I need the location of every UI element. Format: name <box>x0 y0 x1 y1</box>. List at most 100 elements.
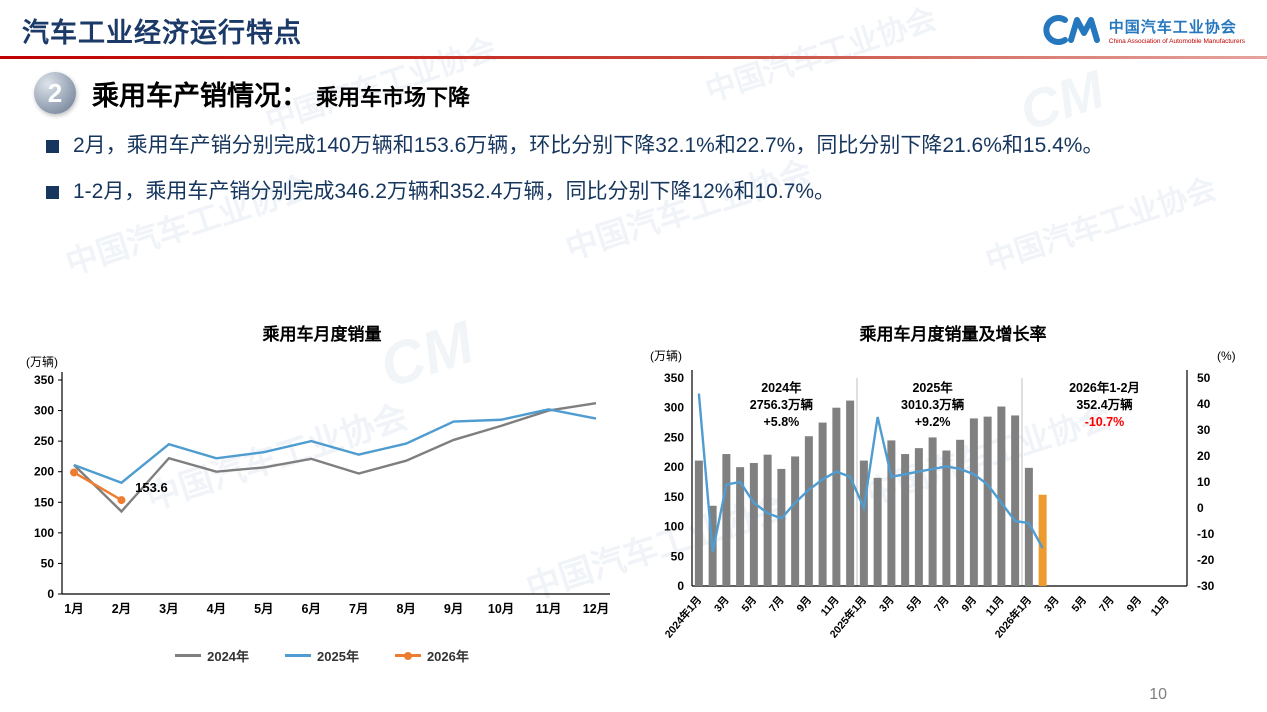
svg-text:+9.2%: +9.2% <box>915 415 951 429</box>
svg-text:0: 0 <box>1197 501 1204 515</box>
bullet-text: 1-2月，乘用车产销分别完成346.2万辆和352.4万辆，同比分别下降12%和… <box>73 179 836 203</box>
right-chart-canvas: (万辆) (%) 0 50 100 150 200 250 300 350 -30 -20 -10 0 10… <box>650 349 1236 641</box>
svg-text:50: 50 <box>1197 371 1211 385</box>
svg-text:+5.8%: +5.8% <box>763 415 799 429</box>
caam-logo-text: 中国汽车工业协会 China Association of Automobile… <box>1109 16 1245 45</box>
page-number: 10 <box>1149 686 1167 703</box>
svg-text:50: 50 <box>41 556 55 570</box>
year-annotation: 2026年1-2月 352.4万辆 -10.7% <box>1069 380 1140 429</box>
svg-text:352.4万辆: 352.4万辆 <box>1076 397 1133 412</box>
svg-text:7月: 7月 <box>767 594 787 614</box>
monthly-sales-bars <box>694 400 1047 586</box>
svg-text:10月: 10月 <box>488 602 514 616</box>
legend-swatch-2025 <box>285 654 312 657</box>
bullet-text: 2月，乘用车产销分别完成140万辆和153.6万辆，环比分别下降32.1%和22… <box>73 134 1104 157</box>
right-chart-title: 乘用车月度销量及增长率 <box>859 325 1047 344</box>
svg-text:8月: 8月 <box>396 602 415 616</box>
svg-text:-30: -30 <box>1197 579 1215 593</box>
section-heading: 乘用车产销情况： 乘用车市场下降 <box>92 74 470 113</box>
svg-text:50: 50 <box>671 549 685 563</box>
svg-text:10: 10 <box>1197 475 1211 489</box>
svg-text:2024年1月: 2024年1月 <box>662 594 704 641</box>
legend-label: 2026年 <box>426 649 469 664</box>
logo-org-name-en: China Association of Automobile Manufact… <box>1108 37 1245 45</box>
svg-text:3010.3万辆: 3010.3万辆 <box>901 397 965 412</box>
svg-text:4月: 4月 <box>207 602 226 616</box>
left-chart-title: 乘用车月度销量 <box>262 325 382 344</box>
bullet-square-icon <box>46 140 59 153</box>
legend-swatch-2024 <box>175 654 202 657</box>
svg-text:2026年1-2月: 2026年1-2月 <box>1069 380 1140 395</box>
legend-item-2026: 2026年 <box>394 646 469 665</box>
svg-text:150: 150 <box>34 495 54 509</box>
svg-text:5月: 5月 <box>904 594 924 614</box>
series-2026年 <box>70 468 126 505</box>
svg-text:2月: 2月 <box>112 602 131 616</box>
svg-text:200: 200 <box>34 465 54 479</box>
svg-text:150: 150 <box>664 490 684 504</box>
svg-text:5月: 5月 <box>254 602 273 616</box>
svg-text:9月: 9月 <box>1124 594 1144 614</box>
svg-text:100: 100 <box>34 526 54 540</box>
svg-text:(%): (%) <box>1217 349 1236 363</box>
svg-text:-20: -20 <box>1197 553 1215 567</box>
svg-text:-10.7%: -10.7% <box>1085 415 1125 429</box>
svg-text:3月: 3月 <box>159 602 178 616</box>
svg-text:200: 200 <box>664 460 684 474</box>
legend-label: 2024年 <box>207 649 250 664</box>
svg-text:7月: 7月 <box>349 602 368 616</box>
legend-label: 2025年 <box>317 649 359 664</box>
series-2025年 <box>73 408 597 485</box>
svg-text:40: 40 <box>1197 397 1211 411</box>
chart-legend: 2024年 2025年 2026年 <box>12 646 632 665</box>
legend-swatch-2026 <box>394 654 421 657</box>
svg-text:0: 0 <box>47 587 54 601</box>
slide-header: 汽车工业经济运行特点 中国汽车工业协会 China Association of… <box>0 0 1267 56</box>
svg-text:30: 30 <box>1197 423 1211 437</box>
section-heading-row: 2 乘用车产销情况： 乘用车市场下降 <box>0 59 1267 114</box>
growth-rate-line <box>697 393 1044 553</box>
caam-logo: 中国汽车工业协会 China Association of Automobile… <box>1035 13 1245 47</box>
svg-text:11月: 11月 <box>819 594 842 618</box>
legend-item-2024: 2024年 <box>175 646 249 665</box>
charts-row: 乘用车月度销量 (万辆) 0 50 100 150 200 250 300 350 1月 2月 3月 4… <box>12 320 1260 667</box>
bullet-item: 2月，乘用车产销分别完成140万辆和153.6万辆，环比分别下降32.1%和22… <box>46 130 1229 163</box>
svg-text:2756.3万辆: 2756.3万辆 <box>750 397 814 412</box>
bullet-list: 2月，乘用车产销分别完成140万辆和153.6万辆，环比分别下降32.1%和22… <box>46 130 1229 208</box>
left-chart-canvas: (万辆) 0 50 100 150 200 250 300 350 1月 2月 3月 4月 5月 6月 7月 8… <box>26 355 610 616</box>
svg-text:12月: 12月 <box>583 602 609 616</box>
svg-text:5月: 5月 <box>1069 594 1089 614</box>
svg-text:3月: 3月 <box>877 594 897 614</box>
svg-text:350: 350 <box>664 371 684 385</box>
svg-text:11月: 11月 <box>1149 594 1172 618</box>
svg-text:11月: 11月 <box>984 594 1007 618</box>
header-divider <box>0 56 1267 59</box>
section-number-badge: 2 <box>34 72 76 114</box>
legend-item-2025: 2025年 <box>285 646 359 665</box>
svg-text:20: 20 <box>1197 449 1211 463</box>
svg-text:0: 0 <box>677 579 684 593</box>
svg-text:2024年: 2024年 <box>761 380 802 395</box>
svg-text:2025年: 2025年 <box>912 380 953 395</box>
svg-text:300: 300 <box>34 404 54 418</box>
svg-text:1月: 1月 <box>64 602 83 616</box>
year-annotation: 2025年 3010.3万辆 +9.2% <box>901 380 965 429</box>
svg-text:250: 250 <box>664 430 684 444</box>
year-annotation: 2024年 2756.3万辆 +5.8% <box>750 380 814 429</box>
svg-text:(万辆): (万辆) <box>26 355 58 369</box>
caam-logo-icon <box>1043 15 1100 45</box>
svg-text:250: 250 <box>34 434 54 448</box>
series-2024年 <box>73 402 597 514</box>
svg-text:9月: 9月 <box>959 594 979 614</box>
svg-text:5月: 5月 <box>739 594 759 614</box>
bullet-square-icon <box>46 185 59 199</box>
svg-text:9月: 9月 <box>794 594 814 614</box>
monthly-sales-line-chart: 乘用车月度销量 (万辆) 0 50 100 150 200 250 300 350 1月 2月 3月 4… <box>12 320 632 667</box>
svg-text:350: 350 <box>34 373 54 387</box>
svg-text:153.6: 153.6 <box>135 480 168 495</box>
svg-text:3月: 3月 <box>1042 594 1062 614</box>
bullet-item: 1-2月，乘用车产销分别完成346.2万辆和352.4万辆，同比分别下降12%和… <box>46 176 1229 209</box>
svg-text:3月: 3月 <box>712 594 732 614</box>
svg-text:300: 300 <box>664 401 684 415</box>
sales-growth-combo-chart: 乘用车月度销量及增长率 (万辆) (%) 0 50 100 150 200 250 300 350… <box>642 320 1264 667</box>
